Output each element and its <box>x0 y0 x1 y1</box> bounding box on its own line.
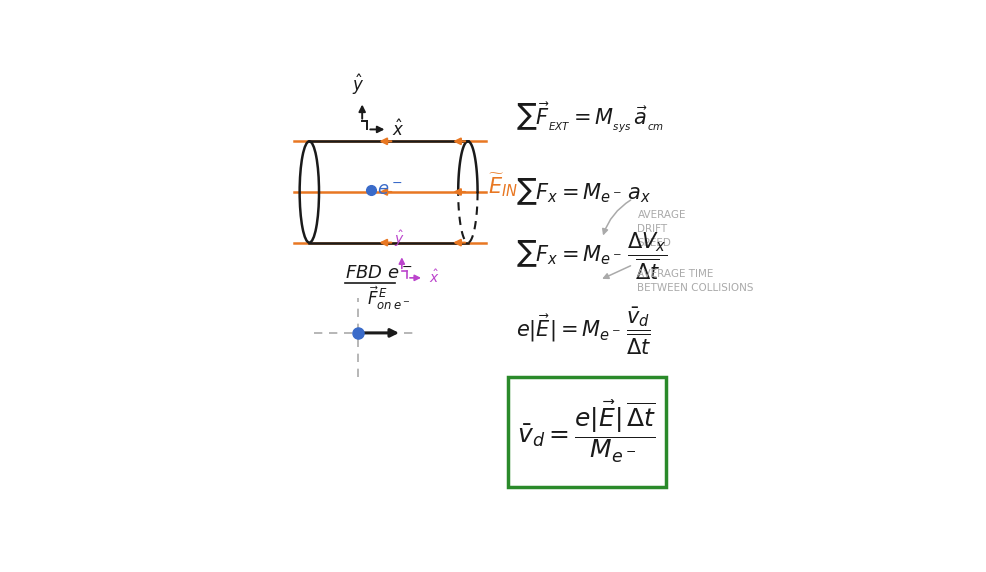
Text: $\hat{x}$: $\hat{x}$ <box>391 119 404 140</box>
Text: $\sum F_x = M_{e^-}\,a_x$: $\sum F_x = M_{e^-}\,a_x$ <box>517 177 652 207</box>
Text: $e^-$: $e^-$ <box>378 181 402 198</box>
Text: $\hat{y}$: $\hat{y}$ <box>394 229 405 249</box>
Text: $FBD\ e^-$: $FBD\ e^-$ <box>344 264 412 283</box>
Text: $\sum\vec{F}_{_{EXT}} = M_{_{sys}}\,\vec{a}_{_{cm}}$: $\sum\vec{F}_{_{EXT}} = M_{_{sys}}\,\vec… <box>517 100 665 134</box>
Text: $e|\vec{E}| = M_{e^-}\,\dfrac{\bar{v}_d}{\overline{\Delta t}}$: $e|\vec{E}| = M_{e^-}\,\dfrac{\bar{v}_d}… <box>517 305 652 356</box>
Text: $\vec{F}^{\,E}_{on\,e^-}$: $\vec{F}^{\,E}_{on\,e^-}$ <box>368 284 411 312</box>
Text: $\hat{y}$: $\hat{y}$ <box>352 73 364 97</box>
Text: $\sum F_x = M_{e^-}\,\dfrac{\Delta V_x}{\overline{\Delta t}}$: $\sum F_x = M_{e^-}\,\dfrac{\Delta V_x}{… <box>517 230 668 281</box>
Text: AVERAGE TIME
BETWEEN COLLISIONS: AVERAGE TIME BETWEEN COLLISIONS <box>638 269 754 293</box>
FancyBboxPatch shape <box>508 377 667 487</box>
Text: AVERAGE
DRIFT
SPEED: AVERAGE DRIFT SPEED <box>638 209 686 248</box>
Text: $\widetilde{E}_{IN}$: $\widetilde{E}_{IN}$ <box>488 172 518 199</box>
Text: $\hat{x}$: $\hat{x}$ <box>429 269 440 287</box>
Text: $\bar{v}_d = \dfrac{e|\vec{E}|\,\overline{\Delta t}}{M_{e^-}}$: $\bar{v}_d = \dfrac{e|\vec{E}|\,\overlin… <box>518 399 657 465</box>
